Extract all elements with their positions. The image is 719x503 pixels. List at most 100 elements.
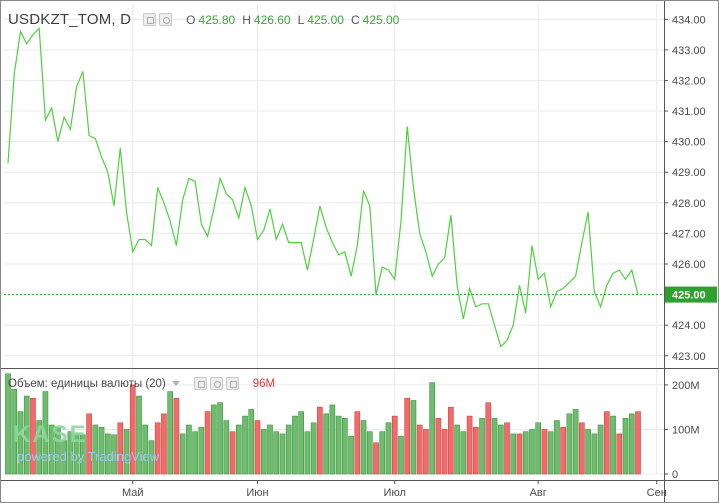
main-legend: USDKZT_TOM, D O 425.80 H 426.60 L 425.00…	[8, 11, 399, 28]
chevron-down-icon[interactable]	[171, 381, 180, 386]
volume-bar-up	[547, 431, 554, 475]
settings-icon[interactable]	[209, 377, 223, 390]
volume-bar-down	[117, 422, 124, 475]
volume-bar-up	[335, 415, 342, 475]
volume-bar-up	[67, 431, 74, 475]
price-tick-label: 433.00	[672, 45, 706, 57]
volume-scale[interactable]: 200M 100M 0	[664, 380, 700, 481]
volume-bar-up	[323, 413, 329, 475]
volume-bar-down	[373, 442, 379, 475]
volume-bar-up	[211, 404, 217, 475]
settings-icon[interactable]	[159, 13, 173, 26]
price-scale[interactable]: 434.00 433.00 432.00 431.00 430.00 429.00 428.…	[664, 14, 706, 363]
volume-tick-label: 0	[672, 469, 678, 481]
volume-study-label[interactable]: Объем: единицы валюты (20)	[8, 377, 166, 390]
volume-bar-up	[273, 431, 280, 475]
price-tick-label: 434.00	[672, 14, 706, 26]
volume-bar-down	[129, 384, 136, 475]
volume-bar-up	[597, 424, 604, 475]
last-price-label: 425.00	[672, 290, 706, 302]
volume-bar-up	[379, 431, 386, 475]
volume-bar-up	[304, 431, 311, 475]
time-tick-label: Июл	[384, 487, 406, 499]
volume-bar-down	[466, 415, 473, 475]
volume-bar-down	[448, 406, 454, 475]
volume-bar-up	[42, 391, 49, 475]
volume-bar-up	[267, 424, 273, 475]
ohlc-low-label: L	[297, 12, 305, 27]
volume-bar-down	[485, 402, 492, 475]
volume-bar-down	[635, 411, 641, 475]
toggle-visibility-icon[interactable]	[143, 13, 157, 26]
volume-bar-up	[591, 433, 598, 475]
ohlc-close-value: 425.00	[362, 12, 400, 27]
volume-bar-down	[229, 431, 236, 475]
time-scale[interactable]: Май Июн Июл Авг Сен	[122, 480, 667, 499]
ohlc-high-label: H	[242, 12, 251, 27]
price-tick-label: 432.00	[672, 75, 706, 87]
last-price-badge-bg	[665, 286, 717, 303]
volume-bar-down	[616, 433, 623, 475]
volume-bar-up	[11, 389, 18, 475]
volume-bar-up	[554, 420, 560, 475]
symbol-label[interactable]: USDKZT_TOM, D	[8, 11, 132, 28]
volume-bar-up	[260, 429, 267, 475]
toggle-visibility-icon[interactable]	[193, 377, 207, 390]
volume-bar-up	[454, 424, 460, 475]
volume-bar-down	[560, 426, 566, 475]
volume-bar-up	[92, 424, 99, 475]
volume-bar-up	[111, 434, 117, 475]
volume-bar-up	[398, 435, 404, 475]
volume-tick-label: 100M	[672, 424, 700, 436]
volume-bar-up	[360, 420, 367, 475]
volume-bar-down	[435, 418, 442, 475]
volume-bar-down	[204, 411, 211, 475]
volume-bar-up	[217, 402, 223, 475]
volume-bar-up	[104, 433, 111, 475]
volume-bar-up	[142, 424, 149, 475]
time-tick-label: Авг	[530, 487, 547, 499]
volume-bar-up	[186, 424, 192, 475]
volume-bar-up	[342, 418, 348, 475]
volume-bar-up	[235, 424, 242, 475]
close-icon[interactable]	[225, 377, 239, 390]
volume-bar-down	[30, 397, 36, 475]
volume-bar-down	[154, 422, 161, 475]
ohlc-open-value: 425.80	[198, 12, 236, 27]
volume-bar-up	[479, 418, 485, 475]
price-line	[7, 27, 639, 348]
price-tick-label: 428.00	[672, 198, 706, 210]
volume-bar-up	[48, 424, 55, 475]
volume-bar-down	[254, 420, 261, 475]
price-tick-label: 430.00	[672, 137, 706, 149]
volume-bar-up	[136, 395, 142, 475]
volume-bar-up	[242, 415, 248, 475]
volume-bar-up	[5, 373, 11, 475]
volume-bar-up	[298, 411, 304, 475]
volume-bar-up	[610, 415, 616, 475]
time-tick-label: Июн	[246, 487, 268, 499]
volume-bar-down	[391, 415, 398, 475]
volume-bar-up	[285, 424, 292, 475]
volume-bar-down	[441, 429, 448, 475]
volume-bar-up	[510, 433, 517, 475]
volume-bar-up	[80, 434, 86, 475]
volume-bar-down	[86, 413, 92, 475]
volume-bar-down	[516, 433, 523, 475]
ohlc-open-label: O	[186, 12, 196, 27]
last-price-badge: 425.00	[665, 286, 717, 303]
volume-bar-up	[497, 424, 504, 475]
volume-bar-down	[579, 422, 585, 475]
volume-bar-up	[572, 409, 579, 475]
price-tick-label: 423.00	[672, 351, 706, 363]
volume-value: 96M	[252, 377, 276, 390]
volume-bar-down	[473, 426, 479, 475]
volume-bar-up	[410, 400, 417, 475]
volume-legend: Объем: единицы валюты (20) 96M	[8, 377, 275, 390]
volume-bar-up	[98, 426, 105, 475]
volume-bar-up	[310, 422, 317, 475]
logo-subtitle: powered by TradingView	[17, 449, 160, 464]
volume-bar-up	[123, 429, 130, 475]
volume-bar-down	[541, 429, 548, 475]
